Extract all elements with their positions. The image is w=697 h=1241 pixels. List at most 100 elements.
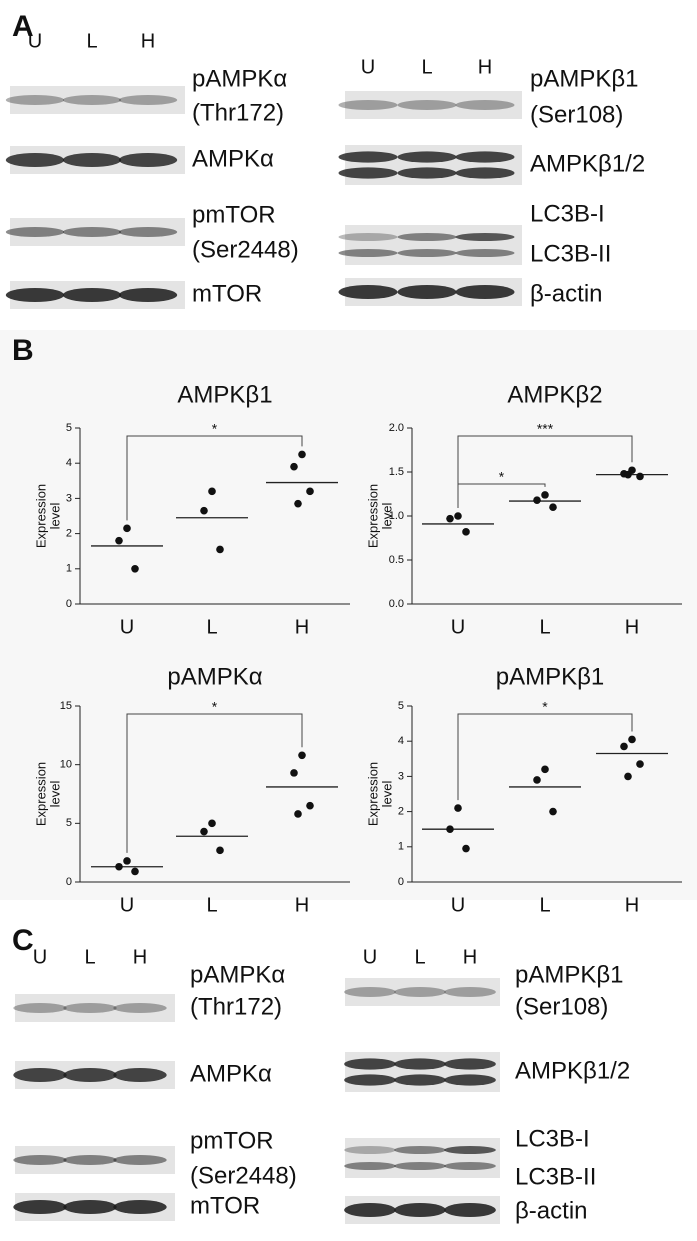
x-tick-label: U [120, 616, 134, 638]
y-tick-label: 1 [398, 841, 404, 853]
data-point [533, 496, 541, 504]
blot-label: pmTOR [190, 1127, 274, 1154]
x-tick-label: L [539, 894, 550, 916]
blot-background [345, 1052, 500, 1092]
y-tick-label: 15 [60, 700, 72, 712]
y-axis-label: Expression [33, 484, 48, 548]
x-tick-label: U [451, 894, 465, 916]
blot-band [63, 1068, 117, 1082]
panel-letter: C [12, 924, 34, 957]
blot-label: (Ser2448) [190, 1162, 297, 1189]
blot-band [344, 1162, 396, 1170]
blot-background [345, 225, 522, 265]
blot-band [455, 100, 515, 110]
blot-band [338, 249, 398, 257]
y-axis-label: level [47, 503, 62, 530]
significance-label: *** [537, 421, 554, 437]
y-tick-label: 2 [398, 806, 404, 818]
blot-band [118, 227, 178, 237]
blot-label: AMPKβ1/2 [530, 150, 645, 177]
blot-band [62, 227, 122, 237]
data-point [549, 807, 557, 816]
blot-label: LC3B-II [530, 240, 611, 267]
x-tick-label: L [539, 616, 550, 638]
data-point [454, 512, 462, 520]
x-tick-label: U [451, 616, 465, 638]
lane-label: U [363, 946, 377, 968]
y-axis-label: Expression [365, 762, 380, 826]
data-point [446, 514, 454, 523]
y-axis-label: Expression [33, 762, 48, 826]
blot-label: β-actin [530, 280, 603, 307]
data-point [624, 772, 632, 781]
blot-band [397, 167, 457, 179]
y-tick-label: 1.5 [389, 466, 404, 478]
blot-band [13, 1003, 67, 1013]
data-point [446, 825, 454, 833]
lane-label: H [133, 946, 147, 968]
significance-label: * [212, 421, 218, 437]
lane-label: U [361, 56, 375, 78]
y-tick-label: 0.5 [389, 554, 404, 566]
blot-band [63, 1200, 117, 1214]
data-point [294, 499, 302, 508]
blot-band [338, 233, 398, 241]
significance-bracket [457, 713, 633, 801]
x-tick-label: L [206, 616, 217, 638]
data-point [123, 524, 131, 533]
lane-label: L [421, 56, 432, 78]
blot-band [5, 95, 65, 105]
blot-band [62, 153, 122, 167]
blot-band [394, 1058, 446, 1070]
blot-label: (Ser108) [530, 101, 623, 128]
blot-label: AMPKα [192, 145, 274, 172]
y-tick-label: 4 [398, 735, 404, 747]
blot-band [5, 153, 65, 167]
data-point [541, 765, 549, 774]
lane-label: L [86, 30, 97, 52]
blot-band [444, 1074, 496, 1086]
blot-background [345, 978, 500, 1006]
y-tick-label: 0 [66, 598, 72, 610]
data-point [624, 470, 632, 479]
chart-title: pAMPKβ1 [496, 663, 605, 690]
y-tick-label: 2 [66, 528, 72, 540]
blot-label: LC3B-I [515, 1125, 590, 1152]
blot-band [444, 1146, 496, 1154]
blot-band [5, 288, 65, 302]
chart-title: AMPKβ1 [177, 381, 272, 408]
data-point [533, 776, 541, 784]
data-point [290, 462, 298, 471]
blot-label: mTOR [190, 1192, 260, 1219]
blot-label: pAMPKα [190, 961, 285, 988]
blot-background [345, 1138, 500, 1178]
y-axis-label: level [379, 503, 394, 530]
blot-band [397, 100, 457, 110]
data-point [216, 846, 224, 855]
blot-band [394, 1074, 446, 1086]
data-point [306, 487, 314, 496]
significance-label: * [212, 699, 218, 715]
blot-label: AMPKβ1/2 [515, 1057, 630, 1084]
data-point [294, 810, 302, 818]
blot-label: (Thr172) [192, 99, 284, 126]
blot-label: pAMPKα [192, 65, 287, 92]
blot-band [344, 987, 396, 997]
blot-band [62, 95, 122, 105]
blot-label: β-actin [515, 1197, 588, 1224]
data-point [200, 506, 208, 515]
data-point [216, 545, 224, 554]
blot-band [62, 288, 122, 302]
blot-band [455, 249, 515, 257]
lane-label: U [28, 30, 42, 52]
y-tick-label: 4 [66, 457, 72, 469]
y-tick-label: 0 [66, 876, 72, 888]
blot-label: (Thr172) [190, 993, 282, 1020]
y-tick-label: 5 [66, 422, 72, 434]
blot-band [13, 1068, 67, 1082]
blot-label: pAMPKβ1 [530, 65, 639, 92]
blot-band [13, 1200, 67, 1214]
data-point [115, 536, 123, 545]
blot-band [5, 227, 65, 237]
